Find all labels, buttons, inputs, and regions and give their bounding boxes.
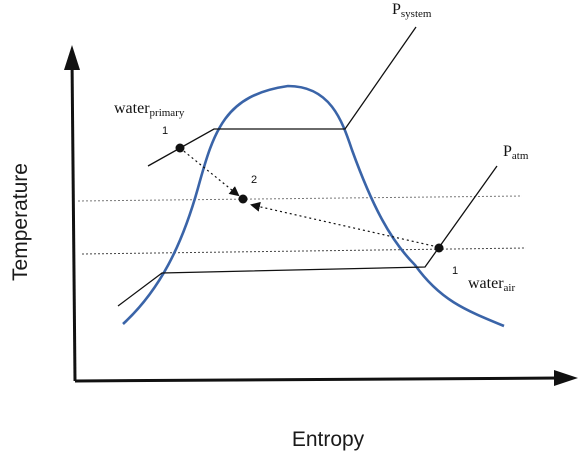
point-mixed-number: 2 [251,174,257,186]
upper-isotherm [77,195,523,202]
x-axis [74,376,561,383]
point-primary-state [175,143,185,153]
arrow-air-to-mix [250,201,439,248]
y-axis [70,57,77,382]
point-mixed-state [238,194,248,204]
p-system-isobar [147,26,417,167]
p-atm-label: Patm [503,143,529,162]
point-air-number: 1 [452,265,458,277]
p-atm-isobar [117,165,498,307]
y-axis-label: Temperature [9,163,32,281]
lower-isotherm [81,247,527,255]
saturation-dome [122,84,505,328]
point-air-state [434,243,444,253]
water-air-label: waterair [468,275,515,294]
point-primary-number: 1 [162,125,168,137]
x-axis-arrow-icon [554,370,578,386]
p-system-label: Psystem [392,1,432,20]
y-axis-arrow-icon [64,45,80,70]
water-primary-label: waterprimary [114,100,185,119]
x-axis-label: Entropy [292,428,365,451]
